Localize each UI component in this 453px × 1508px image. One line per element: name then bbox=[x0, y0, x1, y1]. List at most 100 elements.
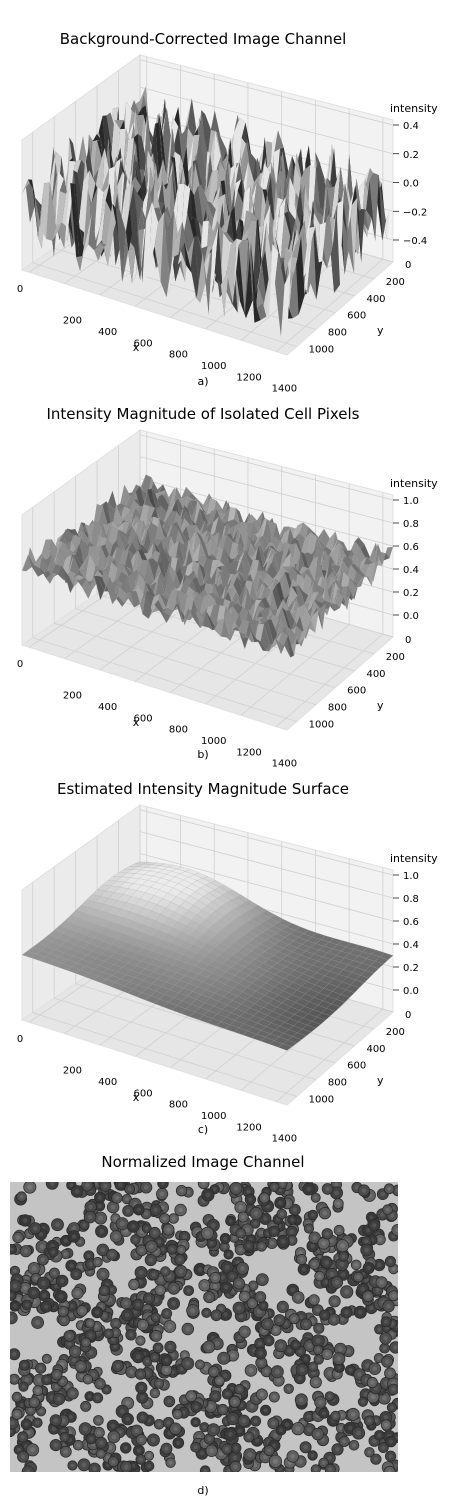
cell-center bbox=[223, 1236, 228, 1241]
surface-facet bbox=[242, 142, 252, 189]
x-axis-label: x bbox=[133, 716, 140, 729]
cell-center bbox=[230, 1416, 236, 1421]
surface-facet bbox=[71, 574, 82, 583]
surface-facet bbox=[255, 518, 265, 544]
surface-facet bbox=[113, 579, 124, 600]
surface-facet bbox=[75, 184, 86, 262]
surface-facet bbox=[353, 572, 363, 583]
surface-facet bbox=[338, 547, 348, 570]
cell-center bbox=[273, 1433, 279, 1438]
surface-facet bbox=[282, 151, 293, 212]
surface-facet bbox=[305, 527, 315, 539]
cell-center bbox=[140, 1395, 145, 1400]
cell-center bbox=[313, 1380, 319, 1385]
grid-line bbox=[139, 86, 394, 155]
cell-center bbox=[304, 1356, 308, 1361]
surface-facet bbox=[383, 167, 393, 241]
surface-facet bbox=[337, 570, 348, 584]
surface-facet bbox=[128, 542, 139, 555]
cell-center bbox=[127, 1187, 132, 1192]
surface-facet bbox=[205, 574, 216, 600]
cell-center bbox=[38, 1232, 44, 1237]
surface-facet bbox=[326, 559, 336, 584]
cell bbox=[391, 1224, 398, 1237]
surface-facet bbox=[161, 535, 171, 560]
surface-facet bbox=[229, 240, 239, 250]
grid-line bbox=[240, 624, 350, 716]
x-tick-label: 1000 bbox=[201, 736, 226, 747]
cell-center bbox=[94, 1324, 99, 1329]
cell-center bbox=[363, 1392, 369, 1397]
surface-facet bbox=[263, 520, 273, 544]
surface-facet bbox=[242, 634, 252, 643]
surface-facet bbox=[323, 582, 333, 605]
surface-facet bbox=[305, 226, 316, 273]
surface-facet bbox=[227, 213, 237, 271]
cell-center bbox=[341, 1254, 346, 1259]
surface-facet bbox=[85, 554, 96, 583]
cell-center bbox=[344, 1310, 349, 1315]
surface-facet bbox=[64, 572, 74, 593]
surface-facet bbox=[292, 597, 303, 616]
surface-facet bbox=[285, 548, 295, 572]
surface-facet bbox=[147, 571, 157, 595]
cell-center bbox=[311, 1370, 317, 1376]
surface-facet bbox=[155, 496, 165, 520]
surface-facet bbox=[265, 545, 276, 562]
surface-facet bbox=[196, 611, 207, 629]
cell-center bbox=[344, 1289, 350, 1295]
cell-center bbox=[107, 1445, 113, 1450]
cell-center bbox=[12, 1303, 17, 1309]
surface-facet bbox=[357, 219, 368, 255]
cell-center bbox=[70, 1304, 74, 1308]
surface-facet bbox=[215, 532, 225, 556]
surface-facet bbox=[192, 576, 203, 599]
surface-facet bbox=[356, 570, 366, 578]
surface-plot-c: 0200400600800100012001400020040060080010… bbox=[17, 804, 438, 1145]
cell-center bbox=[312, 1235, 318, 1240]
surface-facet bbox=[306, 218, 317, 300]
surface-facet bbox=[289, 245, 299, 319]
surface-facet bbox=[323, 211, 333, 269]
surface-facet bbox=[84, 521, 95, 544]
x-tick-label: 800 bbox=[169, 725, 188, 736]
cell-center bbox=[313, 1467, 318, 1472]
surface-facet bbox=[246, 573, 257, 595]
surface-facet bbox=[258, 599, 268, 616]
cell-center bbox=[259, 1230, 264, 1235]
surface-facet bbox=[323, 597, 333, 616]
surface-facet bbox=[372, 542, 382, 567]
surface-facet bbox=[106, 203, 117, 245]
surface-facet bbox=[308, 579, 318, 596]
surface-facet bbox=[310, 600, 320, 618]
surface-facet bbox=[131, 176, 142, 194]
surface-facet bbox=[137, 108, 148, 177]
surface-facet bbox=[203, 530, 214, 541]
x-tick-label: 1200 bbox=[236, 747, 261, 758]
cell-center bbox=[113, 1344, 117, 1349]
surface-facet bbox=[305, 620, 316, 639]
cell-center bbox=[35, 1320, 40, 1325]
cell-center bbox=[223, 1312, 228, 1317]
surface-facet bbox=[222, 606, 232, 629]
cell-center bbox=[168, 1344, 173, 1350]
cell-center bbox=[71, 1357, 77, 1363]
surface-facet bbox=[94, 576, 105, 600]
surface-facet bbox=[79, 541, 90, 570]
cell-center bbox=[49, 1182, 55, 1186]
x-tick-label: 1400 bbox=[272, 759, 297, 770]
surface-facet bbox=[116, 158, 127, 224]
surface-facet bbox=[220, 618, 231, 641]
surface-facet bbox=[254, 624, 264, 643]
cell-center bbox=[65, 1384, 70, 1389]
cell-center bbox=[238, 1204, 244, 1210]
surface-facet bbox=[206, 611, 216, 631]
y-tick-label: 400 bbox=[366, 669, 385, 680]
surface-facet bbox=[156, 553, 166, 576]
surface-facet bbox=[88, 212, 99, 261]
surface-facet bbox=[65, 550, 76, 559]
surface-facet bbox=[116, 208, 126, 282]
surface-facet bbox=[120, 506, 130, 523]
surface-facet bbox=[168, 589, 178, 611]
cell-center bbox=[395, 1227, 398, 1233]
